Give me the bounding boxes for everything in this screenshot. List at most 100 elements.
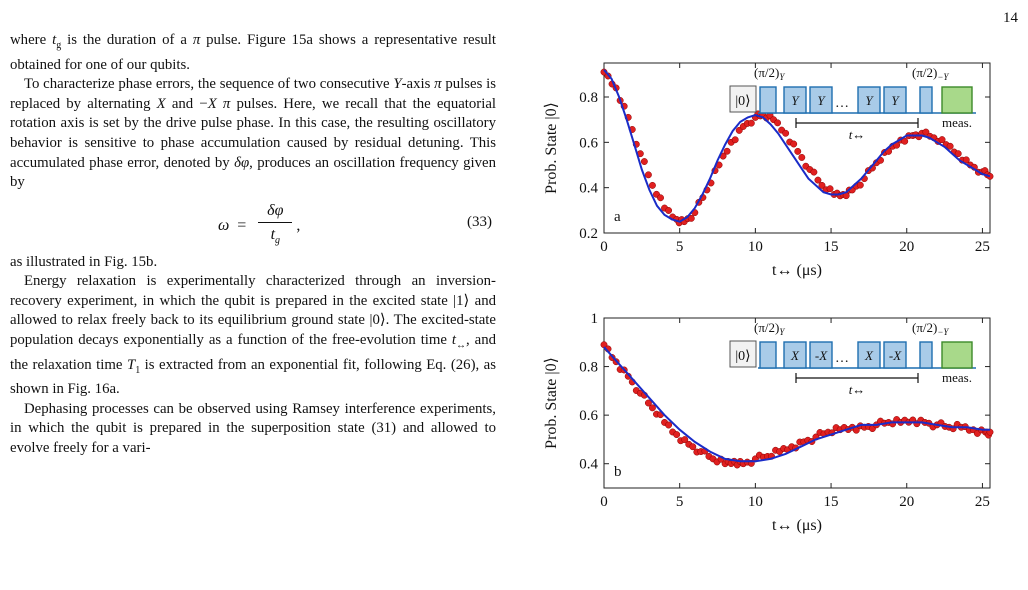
equation-number: (33)	[467, 213, 492, 230]
x-tick-label: 0	[600, 239, 608, 255]
figure-15: 0 5 10 15 20 25 0.2 0.4 0.6 0.8 Prob. State |0⟩ t↔ …	[528, 55, 1018, 575]
y-tick-label: 0.2	[579, 226, 598, 242]
text-segment: π	[222, 95, 231, 112]
text-segment: pulses is replaced by alternating	[10, 76, 497, 112]
text-segment: -axis	[401, 76, 435, 93]
data-point	[790, 140, 798, 148]
text-segment: pulse. Figure 15a shows a representative…	[10, 32, 496, 73]
data-point	[665, 421, 673, 429]
text-segment: T	[126, 356, 136, 373]
ket-label: |0⟩	[735, 349, 750, 364]
x-tick-label: 15	[824, 494, 839, 510]
text-segment: Energy relaxation is experimentally char…	[10, 273, 496, 349]
x-axis-label: t↔ (μs)	[772, 262, 822, 279]
text-segment: t	[451, 332, 457, 349]
y-axis-label: Prob. State |0⟩	[543, 102, 560, 194]
data-point	[665, 207, 673, 214]
y-tick-label: 1	[591, 311, 599, 327]
pulse-label: -X	[889, 348, 902, 363]
pulse-label: Y	[865, 93, 874, 108]
x-tick-label: 5	[676, 239, 684, 255]
equation-33: ω = δφ tg , (33)	[10, 199, 496, 249]
measurement-block	[941, 341, 973, 369]
pi-pulse	[783, 86, 807, 114]
data-point	[954, 150, 962, 158]
plot-frame	[603, 317, 991, 489]
data-point	[681, 436, 689, 444]
paragraph: Dephasing processes can be observed usin…	[10, 400, 496, 459]
label-last-pulse-main: (π/2)	[912, 320, 937, 335]
text-segment: Y	[393, 76, 402, 93]
text-segment: π	[434, 76, 442, 93]
label-first-pulse: (π/2)Y	[754, 65, 785, 82]
data-point	[731, 136, 739, 144]
data-point	[644, 399, 652, 407]
ellipsis: …	[835, 351, 849, 366]
label-first-pulse-sub: Y	[779, 72, 785, 82]
x-tick-label: 10	[748, 494, 763, 510]
label-first-pulse-sub: Y	[779, 327, 785, 337]
x-axis-label: t↔ (μs)	[772, 517, 822, 534]
y-tick-label: 0.8	[579, 360, 598, 376]
pulse-label: Y	[817, 93, 826, 108]
ket-label: |0⟩	[735, 94, 750, 109]
equation-numerator: δφ	[267, 201, 284, 219]
data-point	[657, 194, 664, 202]
label-last-pulse-main: (π/2)	[912, 65, 937, 80]
x-tick-label: 10	[748, 239, 763, 255]
pulse-label: Y	[891, 93, 900, 108]
pi-pulse	[809, 86, 833, 114]
pi-half-pulse	[759, 86, 777, 114]
figure-15b: 0 5 10 15 20 25 0.4 0.6 0.8 1 Prob. State |0⟩ t↔ (μ…	[543, 311, 994, 534]
label-first-pulse: (π/2)Y	[754, 320, 785, 337]
data-point	[774, 119, 782, 127]
text-segment: is the duration of a	[61, 32, 193, 48]
label-first-pulse-main: (π/2)	[754, 320, 779, 335]
text-segment: X	[207, 95, 217, 112]
data-point	[640, 158, 648, 165]
x-tick-label: 25	[975, 494, 990, 510]
data-point	[689, 443, 697, 451]
text-segment: ↔	[456, 340, 467, 352]
text-segment: δφ	[234, 154, 250, 171]
label-last-pulse-sub: −Y	[937, 72, 949, 82]
body-text-column: where tg is the duration of a π pulse. F…	[10, 31, 496, 459]
text-segment: X	[156, 95, 166, 112]
pi-pulse	[857, 86, 881, 114]
fit-line	[603, 346, 990, 463]
equation-denominator: tg	[271, 225, 280, 251]
text-segment: Dephasing processes can be observed usin…	[10, 400, 496, 456]
data-point	[818, 181, 826, 189]
pulse-label: -X	[815, 348, 828, 363]
ellipsis: …	[835, 96, 849, 111]
text-segment: and −	[165, 95, 208, 112]
paragraph: where tg is the duration of a π pulse. F…	[10, 31, 496, 75]
y-tick-label: 0.8	[579, 90, 598, 106]
pi-half-pulse	[919, 86, 933, 114]
pi-half-pulse	[759, 341, 777, 369]
pulse-label: X	[790, 348, 800, 363]
denominator-subscript: g	[275, 235, 281, 247]
panel-label: a	[614, 209, 621, 225]
ket-box	[729, 340, 757, 368]
fraction-bar	[258, 222, 293, 224]
data-point	[938, 136, 946, 144]
denominator-symbol: t	[270, 226, 276, 244]
equation-trailing: ,	[296, 217, 301, 235]
text-segment: 1	[135, 364, 141, 376]
data-point	[644, 171, 652, 179]
y-tick-label: 0.4	[579, 181, 598, 197]
pulse-label: Y	[791, 93, 800, 108]
equation-equals: =	[237, 217, 247, 235]
paragraph: To characterize phase errors, the sequen…	[10, 75, 496, 193]
pi-pulse	[883, 341, 907, 369]
interval-label: t↔	[849, 127, 866, 142]
text-segment: To characterize phase errors, the sequen…	[24, 76, 394, 93]
data-point	[723, 147, 731, 155]
text-segment: t	[52, 32, 57, 48]
data-point	[673, 431, 681, 439]
x-tick-label: 25	[975, 239, 990, 255]
fit-line	[603, 69, 991, 223]
x-tick-label: 20	[899, 494, 914, 510]
figure-15a: 0 5 10 15 20 25 0.2 0.4 0.6 0.8 Prob. State |0⟩ t↔ …	[543, 62, 994, 279]
